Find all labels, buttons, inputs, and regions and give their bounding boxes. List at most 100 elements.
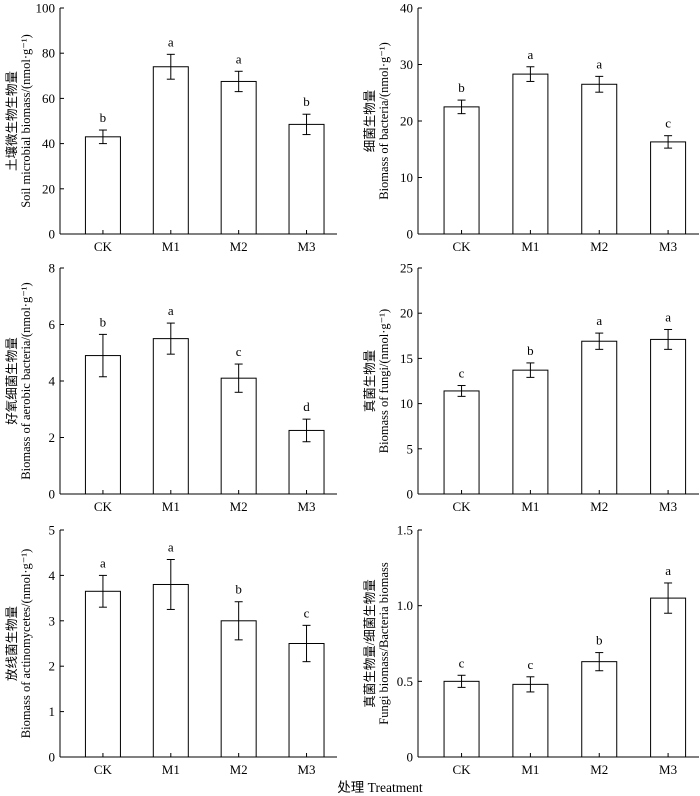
x-tick-label: CK [453,762,472,777]
y-tick-label: 20 [400,114,413,129]
y-tick-label: 2 [49,430,56,445]
bar-M2 [220,620,257,758]
y-tick-label: 15 [400,351,413,366]
y-axis-title-en: Fungi biomass/Bacteria biomass [377,562,391,725]
bar-M3 [288,123,325,235]
y-tick-label: 10 [400,396,413,411]
bar-CK [443,106,480,235]
bar-M2 [581,340,618,495]
y-tick-label: 0 [407,750,414,765]
significance-label: a [596,313,602,328]
bar-M1 [512,73,549,235]
y-axis-title-cn: 真菌生物量 [363,350,377,413]
x-tick-label: M2 [230,499,248,514]
bar-M2 [220,377,257,495]
bar-M1 [152,66,189,235]
bar-CK [84,136,121,235]
y-tick-label: 20 [400,306,413,321]
significance-label: c [236,344,242,359]
y-tick-label: 6 [49,317,56,332]
y-tick-label: 0 [407,227,414,242]
x-tick-label: M1 [521,239,539,254]
y-tick-label: 100 [36,1,56,16]
bar-M3 [650,338,687,495]
y-tick-label: 0 [407,487,414,502]
x-tick-label: M3 [297,499,315,514]
y-tick-label: 25 [400,261,413,276]
significance-label: b [100,110,107,125]
y-tick-label: 4 [49,374,56,389]
chart-panel-4: 0 5 10 15 20 25 真菌生物量 Biomass of fungi/(nmol·g⁻… [363,261,699,514]
significance-label: a [528,47,534,62]
x-tick-label: M3 [659,239,677,254]
y-tick-label: 2 [49,659,56,674]
y-tick-label: 1 [49,704,56,719]
x-tick-label: M1 [521,762,539,777]
y-axis-title-cn: 土壤微生物生物量 [4,71,19,171]
x-axis-title: 处理 Treatment [337,780,423,795]
x-tick-label: CK [453,239,472,254]
bar-M1 [152,583,189,758]
y-tick-label: 4 [49,568,56,583]
y-tick-label: 5 [407,441,414,456]
significance-label: c [528,657,534,672]
x-tick-label: CK [94,499,113,514]
x-tick-label: M1 [521,499,539,514]
y-tick-label: 3 [49,613,56,628]
bar-CK [84,355,121,495]
bar-M1 [512,369,549,495]
significance-label: b [303,94,310,109]
significance-label: c [665,116,671,131]
significance-label: a [168,540,174,555]
chart-panel-2: 0 10 20 30 40 细菌生物量 Biomass of bacteria/(nmol·… [363,1,699,254]
significance-label: a [236,51,242,66]
bar-M2 [581,83,618,235]
y-tick-label: 0 [49,227,56,242]
bar-CK [84,590,121,758]
bar-M3 [288,643,325,758]
y-axis-title-en: Biomass of actinomycetes/(nmol·g⁻¹) [19,549,33,738]
x-tick-label: M2 [590,499,608,514]
bar-M2 [581,661,618,758]
y-tick-label: 8 [49,261,56,276]
significance-label: a [168,303,174,318]
bar-M1 [152,338,189,495]
significance-label: b [458,80,465,95]
significance-label: d [303,399,310,414]
x-tick-label: M2 [590,762,608,777]
bar-CK [443,680,480,758]
x-tick-label: M1 [162,239,180,254]
y-tick-label: 0 [49,487,56,502]
significance-label: c [459,655,465,670]
y-axis-title-cn: 好氧细菌生物量 [5,337,19,425]
chart-panel-1: 0 20 40 60 80 100 土壤微生物生物量 Soil microbial bioma… [4,1,337,254]
y-tick-label: 1.5 [397,523,413,538]
y-axis-title-en: Soil microbial biomass/(nmol·g⁻¹) [19,34,33,208]
y-axis-title-cn: 放线菌生物量 [4,606,19,681]
x-tick-label: CK [453,499,472,514]
x-tick-label: M2 [230,762,248,777]
y-tick-label: 30 [400,57,413,72]
y-tick-label: 80 [42,46,55,61]
y-tick-label: 40 [42,136,55,151]
y-tick-label: 20 [42,181,55,196]
bar-M2 [220,80,257,235]
y-axis-title-cn: 真菌生物量/细菌生物量 [363,579,377,707]
y-tick-label: 1.0 [397,598,413,613]
chart-panel-6: 0 0.5 1.0 1.5 真菌生物量/细菌生物量 Fungi biomass/Bacte… [363,523,699,777]
bar-M3 [650,141,687,235]
y-tick-label: 0 [49,750,56,765]
x-tick-label: M3 [659,762,677,777]
y-tick-label: 0.5 [397,674,413,689]
x-tick-label: CK [94,239,113,254]
significance-label: a [168,34,174,49]
significance-label: c [459,366,465,381]
bar-CK [443,390,480,495]
x-tick-label: M1 [162,762,180,777]
significance-label: c [304,605,310,620]
significance-label: a [596,56,602,71]
significance-label: a [100,555,106,570]
y-axis-title-en: Biomass of fungi/(nmol·g⁻¹) [377,309,391,453]
y-tick-label: 5 [49,523,56,538]
